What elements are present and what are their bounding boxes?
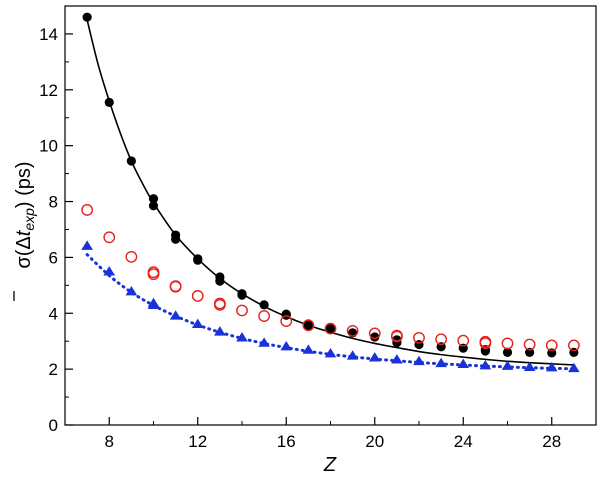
data-point-triangle <box>324 347 337 358</box>
y-axis-title-prefix: σ(Δ <box>13 236 35 268</box>
data-point-filled-circle <box>171 234 181 244</box>
data-point-filled-circle <box>148 201 159 211</box>
data-point-triangle <box>568 362 580 373</box>
data-point-triangle <box>280 340 293 351</box>
data-point-triangle <box>413 355 425 366</box>
data-point-triangle <box>258 337 270 347</box>
data-point-filled-circle <box>148 194 159 204</box>
data-point-filled-circle <box>104 97 114 107</box>
data-markers <box>81 12 580 373</box>
data-point-triangle <box>457 358 470 368</box>
data-point-open-circle <box>523 338 536 351</box>
x-tick-label: 28 <box>542 432 561 451</box>
data-point-filled-circle <box>193 255 203 265</box>
data-point-triangle <box>191 318 204 329</box>
x-axis-title: Z <box>323 454 337 476</box>
data-point-open-circle <box>103 231 116 244</box>
data-point-open-circle <box>390 330 403 343</box>
data-point-open-circle <box>81 204 94 216</box>
data-point-open-circle <box>567 339 580 352</box>
data-point-open-circle <box>236 304 248 317</box>
data-point-filled-circle <box>370 332 380 342</box>
data-point-triangle <box>523 361 536 372</box>
data-point-open-circle <box>457 334 470 347</box>
fit-curves <box>85 19 576 371</box>
y-axis-title-suffix: ) (ps) <box>13 161 35 208</box>
data-point-triangle <box>479 359 492 370</box>
data-point-triangle <box>368 352 381 362</box>
data-point-filled-circle <box>126 156 136 166</box>
data-point-open-circle <box>258 310 271 322</box>
y-axis-title: σ(Δtexp) (ps) <box>13 161 37 301</box>
data-point-triangle <box>169 310 182 320</box>
y-tick-label: 14 <box>39 25 58 44</box>
data-point-open-circle <box>501 337 514 350</box>
x-tick-label: 12 <box>188 432 207 451</box>
y-tick-label: 8 <box>49 193 58 212</box>
x-tick-label: 24 <box>454 432 473 451</box>
y-tick-label: 4 <box>49 304 58 323</box>
data-point-triangle <box>147 299 160 310</box>
x-tick-label: 20 <box>365 432 384 451</box>
data-point-open-circle <box>169 280 182 293</box>
data-point-open-circle <box>324 322 337 335</box>
data-point-filled-circle <box>237 290 247 300</box>
data-point-filled-circle <box>480 346 490 356</box>
y-tick-label: 0 <box>49 416 58 435</box>
data-point-open-circle <box>147 268 160 281</box>
y-axis-title-sub: exp <box>21 208 37 231</box>
data-point-filled-circle <box>502 347 513 357</box>
data-point-filled-circle <box>259 300 269 310</box>
data-point-triangle <box>236 332 248 342</box>
data-point-triangle <box>214 326 226 336</box>
data-point-triangle <box>103 266 116 276</box>
data-point-open-circle <box>413 331 425 344</box>
data-point-triangle <box>501 360 514 370</box>
data-point-triangle <box>391 354 403 364</box>
data-point-triangle <box>346 350 359 360</box>
y-tick-label: 10 <box>39 137 58 156</box>
data-point-open-circle <box>368 327 381 340</box>
y-tick-label: 12 <box>39 81 58 100</box>
data-point-open-circle <box>302 319 315 332</box>
data-point-filled-circle <box>303 321 313 331</box>
data-point-filled-circle <box>525 347 535 357</box>
y-tick-label: 2 <box>49 360 58 379</box>
x-tick-label: 16 <box>277 432 296 451</box>
data-point-open-circle <box>191 290 204 302</box>
y-tick-label: 6 <box>49 248 58 267</box>
data-point-open-circle <box>479 337 492 350</box>
fit-curve-solid <box>86 19 574 366</box>
data-point-triangle <box>125 285 138 296</box>
data-point-triangle <box>545 361 558 372</box>
data-point-filled-circle <box>215 276 225 286</box>
data-point-triangle <box>81 240 93 250</box>
x-tick-label: 8 <box>105 432 114 451</box>
data-point-open-circle <box>280 315 293 327</box>
data-point-open-circle <box>435 333 448 346</box>
data-point-triangle <box>435 357 447 368</box>
data-point-open-circle <box>125 250 138 263</box>
data-point-filled-circle <box>325 324 336 334</box>
data-point-triangle <box>302 344 315 354</box>
data-point-open-circle <box>346 324 359 337</box>
y-axis-title-text: σ(Δtexp) (ps) <box>13 161 37 268</box>
data-point-open-circle <box>213 298 226 311</box>
y-axis-title-var: t <box>13 229 35 236</box>
data-point-open-circle <box>545 339 558 352</box>
data-point-filled-circle <box>82 12 92 22</box>
